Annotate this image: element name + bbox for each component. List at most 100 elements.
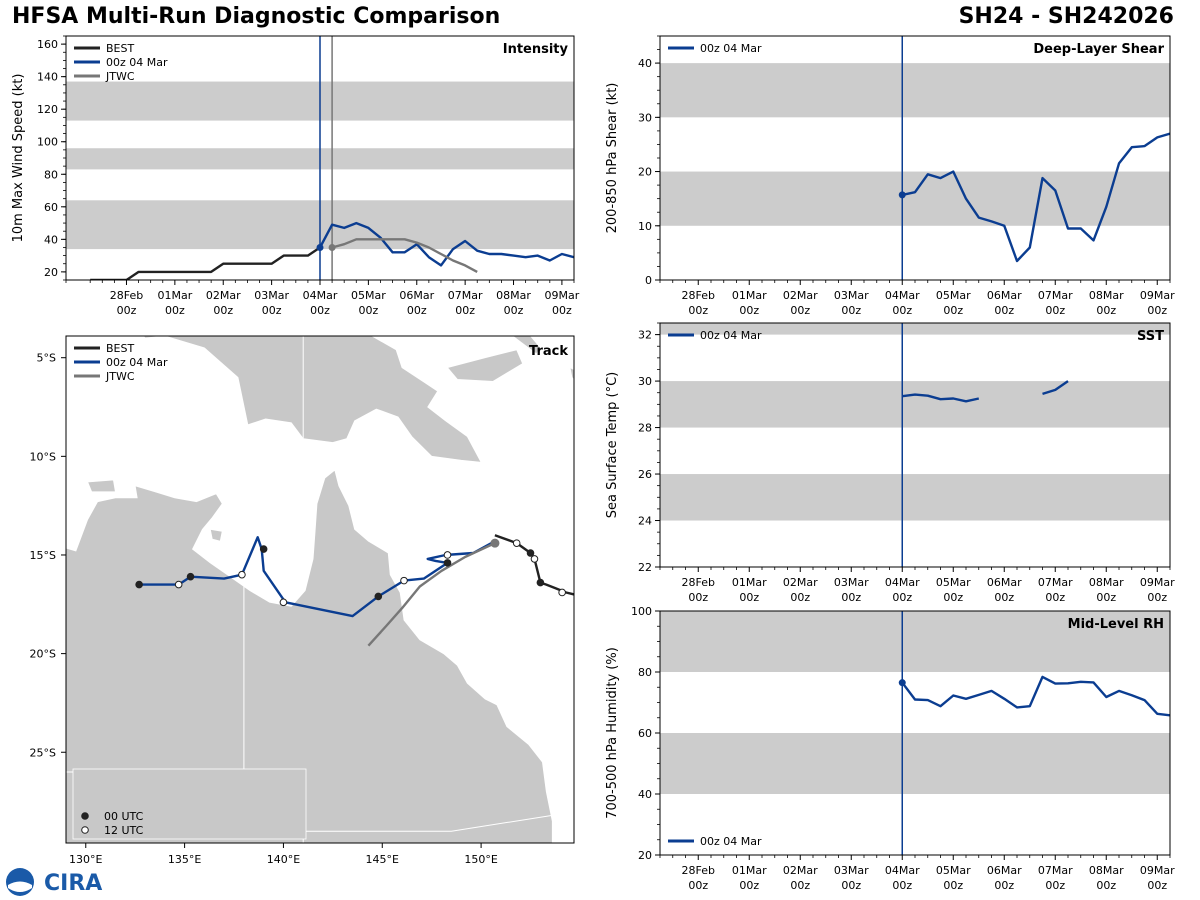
lat-tick-label: 15°S (30, 549, 56, 562)
cira-logo: CIRA (6, 868, 102, 896)
intensity-ytick-label: 60 (44, 201, 58, 214)
intensity-series-1-init-point (316, 243, 324, 251)
track-marker-1-8 (174, 580, 183, 589)
rh-xtick-label-hour: 00z (892, 879, 912, 892)
rh-xtick-label: 09Mar (1140, 864, 1175, 877)
rh-xtick-label: 03Mar (834, 864, 869, 877)
new-britain-landmass (446, 349, 524, 382)
intensity-panel: 20 40 60 80 100 120 140 160 28Feb 00z 01Mar 00z 02Ma… (11, 35, 580, 317)
shear-xtick-label: 08Mar (1089, 289, 1124, 302)
intensity-xtick-label: 05Mar (351, 289, 386, 302)
intensity-xtick-label: 02Mar (206, 289, 241, 302)
sst-xtick-label: 05Mar (936, 576, 971, 589)
legend-label-2: JTWC (105, 370, 135, 383)
rh-xtick-label-hour: 00z (943, 879, 963, 892)
sst-ytick-label: 26 (638, 468, 652, 481)
intensity-xtick-label-hour: 00z (213, 304, 233, 317)
shear-xtick-label: 03Mar (834, 289, 869, 302)
shear-band-1 (660, 63, 1170, 118)
track-marker-1-0 (443, 551, 452, 559)
shear-xtick-label: 07Mar (1038, 289, 1073, 302)
sst-ytick-label: 24 (638, 515, 652, 528)
intensity-xtick-label: 04Mar (303, 289, 338, 302)
lon-tick-label: 150°E (464, 853, 497, 866)
rh-series-0-init-point (898, 679, 906, 687)
sst-xtick-label: 08Mar (1089, 576, 1124, 589)
intensity-ytick-label: 40 (44, 233, 58, 246)
lat-tick-label: 5°S (37, 352, 56, 365)
track-marker-1-2 (400, 576, 408, 585)
rh-xtick-label-hour: 00z (841, 879, 861, 892)
sst-xtick-label: 28Feb (682, 576, 715, 589)
sst-xtick-label-hour: 00z (688, 591, 708, 604)
track-panel: 130°E 135°E 140°E 145°E 150°E 5°S 10°S 15°S 20°S… (30, 335, 575, 866)
legend-label-0: BEST (106, 42, 134, 55)
track-line-1 (139, 536, 496, 618)
sst-xtick-label-hour: 00z (892, 591, 912, 604)
shear-xtick-label-hour: 00z (892, 304, 912, 317)
intensity-xtick-label: 08Mar (496, 289, 531, 302)
noaa-wave-icon (8, 881, 32, 892)
track-map-area (66, 336, 574, 843)
sst-series-0 (902, 380, 1069, 403)
shear-xtick-label: 06Mar (987, 289, 1022, 302)
track-marker-0-1 (526, 549, 535, 557)
sst-xtick-label: 04Mar (885, 576, 920, 589)
track-marker-1-7 (186, 572, 195, 581)
sst-plot-area (660, 323, 1170, 567)
shear-xtick-label-hour: 00z (1147, 304, 1167, 317)
shear-series-0 (902, 132, 1170, 263)
intensity-series-2 (331, 238, 478, 273)
shear-xtick-label-hour: 00z (841, 304, 861, 317)
shear-ytick-label: 30 (638, 111, 652, 124)
rh-frame (659, 610, 1171, 856)
sst-panel: 22 24 26 28 30 32 28Feb 00z 01Mar 00z 02Mar 00z 03Ma… (605, 322, 1175, 604)
shear-series-0-init-point (898, 191, 906, 199)
sst-xtick-label: 01Mar (732, 576, 767, 589)
sst-ytick-label: 22 (638, 561, 652, 574)
sst-ytick-label: 30 (638, 375, 652, 388)
intensity-xtick-label: 28Feb (110, 289, 143, 302)
new-ireland-landmass (512, 336, 541, 355)
shear-ytick-label: 0 (645, 274, 652, 287)
track-marker-0-2 (530, 555, 539, 563)
sst-ytick-label: 28 (638, 422, 652, 435)
lon-tick-label: 145°E (366, 853, 399, 866)
sst-xtick-label: 03Mar (834, 576, 869, 589)
shear-ytick-label: 40 (638, 57, 652, 70)
intensity-ytick-label: 80 (44, 168, 58, 181)
shear-ytick-label: 20 (638, 166, 652, 179)
rh-xtick-label-hour: 00z (1096, 879, 1116, 892)
shear-xtick-label-hour: 00z (943, 304, 963, 317)
legend-label-0: 00z 04 Mar (700, 835, 762, 848)
rh-xtick-label-hour: 00z (1147, 879, 1167, 892)
track-marker-0-3 (536, 578, 545, 587)
intensity-xtick-label: 07Mar (448, 289, 483, 302)
rh-ytick-label: 20 (638, 849, 652, 862)
storm-id-title: SH24 - SH242026 (958, 4, 1174, 29)
rh-band-0 (660, 733, 1170, 794)
track-marker-1-5 (259, 545, 268, 553)
track-marker-0-4 (558, 588, 566, 597)
legend-label-1: 00z 04 Mar (106, 56, 168, 69)
lon-tick-label: 130°E (69, 853, 102, 866)
shear-xtick-label: 28Feb (682, 289, 715, 302)
sst-xtick-label-hour: 00z (841, 591, 861, 604)
marker-legend-symbol-1 (81, 826, 89, 834)
sst-band-0 (660, 474, 1170, 521)
rh-series-0 (901, 675, 1170, 717)
rh-band-1 (660, 611, 1170, 672)
intensity-xtick-label: 06Mar (399, 289, 434, 302)
track-line-2 (367, 542, 496, 647)
legend-label-1: 00z 04 Mar (106, 356, 168, 369)
intensity-xtick-label-hour: 00z (358, 304, 378, 317)
shear-ytick-label: 10 (638, 220, 652, 233)
lat-tick-label: 25°S (30, 746, 56, 759)
bougainville-landmass (569, 366, 574, 381)
rh-xtick-label: 04Mar (885, 864, 920, 877)
rh-plot-area (660, 611, 1170, 855)
legend-label-0: 00z 04 Mar (700, 329, 762, 342)
intensity-frame (65, 35, 575, 281)
rh-panel: 20 40 60 80 100 28Feb 00z 01Mar 00z 02Mar 00z 03Mar… (605, 605, 1175, 892)
rh-xtick-label: 01Mar (732, 864, 767, 877)
